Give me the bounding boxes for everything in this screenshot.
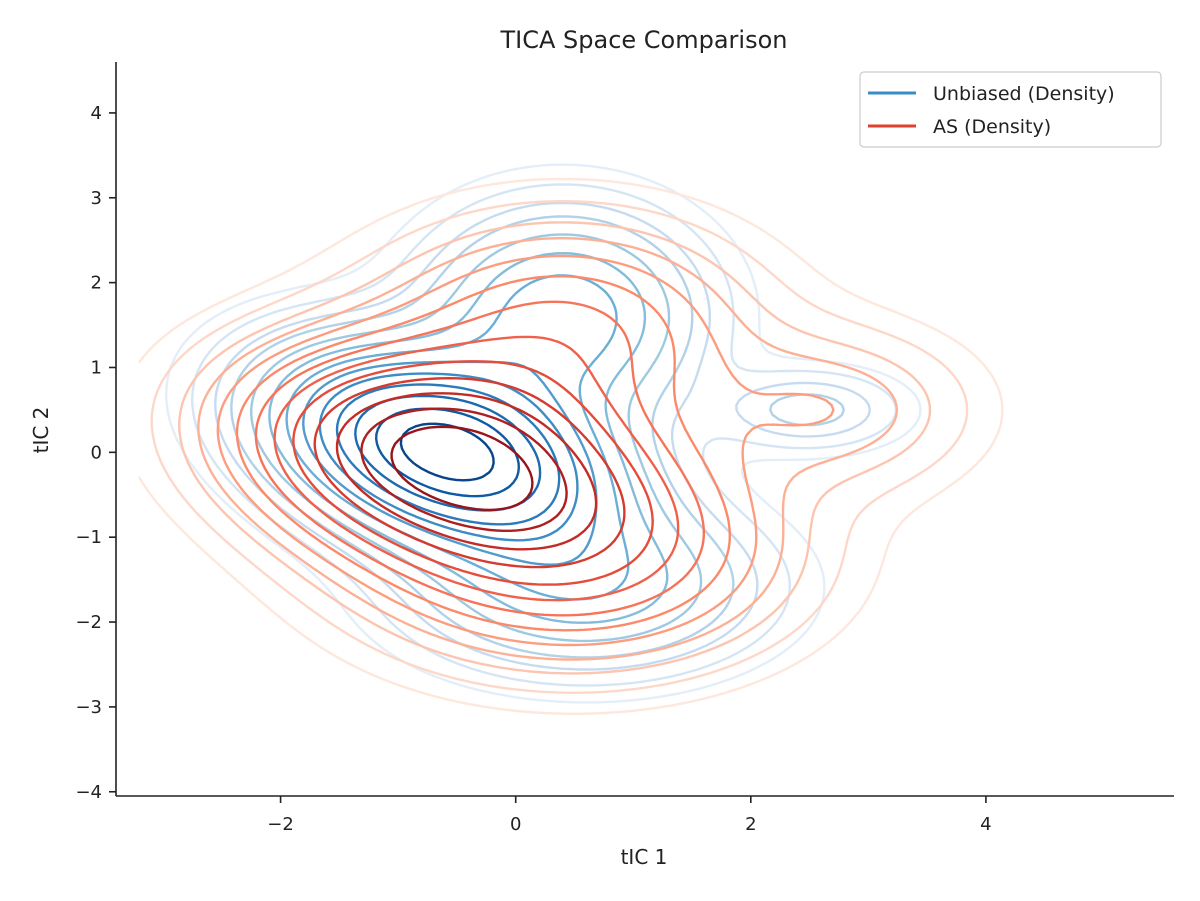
- x-tick-label: 4: [980, 814, 991, 835]
- contour-level: [216, 254, 835, 647]
- contour-level: [375, 407, 520, 498]
- contour-level: [360, 407, 568, 532]
- contour-level: [138, 177, 1004, 715]
- contour-layer: [138, 163, 1004, 715]
- y-tick-label: 2: [91, 273, 102, 294]
- legend-box: [859, 71, 1162, 148]
- y-tick-label: −2: [75, 612, 102, 633]
- legend: Unbiased (Density) AS (Density): [859, 71, 1162, 148]
- y-tick-label: 1: [91, 357, 102, 378]
- contour-level: [268, 252, 669, 624]
- contour-level: [230, 215, 845, 659]
- contour-level: [150, 200, 969, 694]
- y-tick-label: 3: [91, 188, 102, 209]
- x-ticks: −2 0 2 4: [267, 796, 992, 835]
- y-ticks: −4 −3 −2 −1 0 1 2 3 4: [75, 103, 116, 803]
- contour-level: [390, 425, 534, 512]
- contour-level: [313, 377, 626, 569]
- contour-level: [235, 275, 731, 632]
- x-axis-label: tIC 1: [621, 845, 668, 869]
- y-tick-label: −4: [75, 782, 102, 803]
- contour-level: [318, 372, 579, 542]
- contour-level: [292, 360, 654, 586]
- y-tick-label: 0: [91, 442, 102, 463]
- x-tick-label: −2: [267, 814, 294, 835]
- x-tick-label: 0: [510, 814, 521, 835]
- contour-series-as: [138, 177, 1004, 715]
- y-tick-label: 4: [91, 103, 102, 124]
- contour-level: [197, 237, 899, 661]
- contour-level: [254, 300, 705, 617]
- contour-level: [273, 335, 680, 602]
- y-tick-label: −3: [75, 697, 102, 718]
- contour-level: [335, 392, 598, 551]
- chart-title: TICA Space Comparison: [499, 26, 787, 54]
- x-tick-label: 2: [745, 814, 756, 835]
- y-tick-label: −1: [75, 527, 102, 548]
- y-axis-label: tIC 2: [29, 407, 53, 454]
- legend-label-unbiased: Unbiased (Density): [933, 83, 1115, 105]
- contour-level: [178, 221, 932, 675]
- axes: [115, 62, 1174, 797]
- legend-label-as: AS (Density): [933, 116, 1051, 138]
